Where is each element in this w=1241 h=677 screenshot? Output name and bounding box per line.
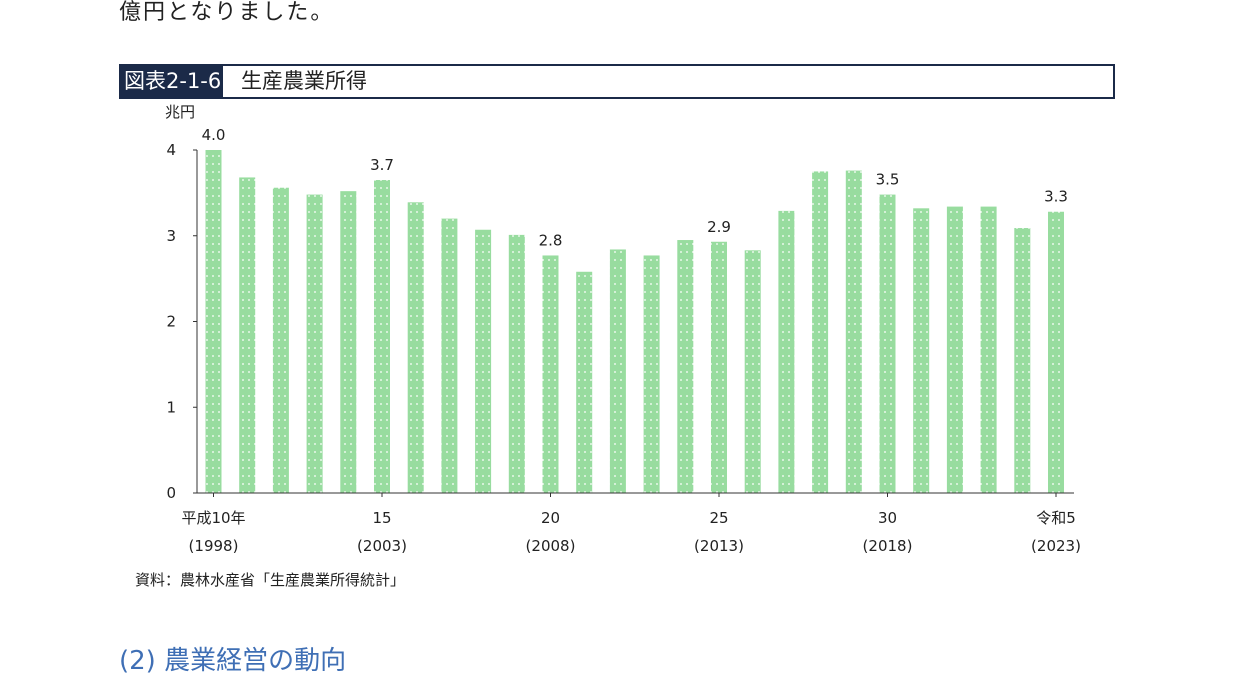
data-label-2003: 3.7 <box>370 156 394 174</box>
bar-2014 <box>744 250 761 493</box>
bar-2020 <box>946 206 963 493</box>
intro-text: 億円となりました。 <box>119 0 335 25</box>
x-tick-year-label: (2008) <box>526 537 576 555</box>
x-tick-era-label: 平成10年 <box>181 509 245 527</box>
bar-chart: 兆円 0 1 2 3 4 4.0 3.7 2.8 2.9 3.5 3.3 平成10年 (1998) 1… <box>165 103 1081 555</box>
bar-2002 <box>340 191 357 493</box>
y-axis-unit-label: 兆円 <box>165 103 195 121</box>
x-tick-year-label: (2018) <box>863 537 913 555</box>
data-label-2018: 3.5 <box>876 171 900 189</box>
x-tick-year-label: (2013) <box>694 537 744 555</box>
y-tick-label: 0 <box>166 484 176 502</box>
figure-label: 図表2-1-6 <box>121 66 224 97</box>
data-label-1998: 4.0 <box>202 126 226 144</box>
bar-2010 <box>609 249 626 493</box>
bar-2011 <box>643 255 660 493</box>
x-tick-year-label: (1998) <box>189 537 239 555</box>
x-tick-era-label: 30 <box>878 509 897 527</box>
bar-2016 <box>812 171 829 493</box>
y-tick-label: 3 <box>166 227 176 245</box>
bar-2005 <box>441 218 458 493</box>
bar-2007 <box>508 234 525 493</box>
bar-2017 <box>845 170 862 493</box>
y-tick-label: 4 <box>166 141 176 159</box>
x-tick-year-label: (2023) <box>1031 537 1081 555</box>
x-tick-era-label: 20 <box>541 509 560 527</box>
figure-header: 図表2-1-6 生産農業所得 <box>119 64 1115 99</box>
data-label-2008: 2.8 <box>539 231 563 249</box>
x-tick-era-label: 25 <box>709 509 728 527</box>
bar-2004 <box>407 202 424 493</box>
bar-2018 <box>879 194 896 493</box>
bar-2000 <box>272 187 289 494</box>
x-tick-era-label: 15 <box>372 509 391 527</box>
data-label-2013: 2.9 <box>707 218 731 236</box>
bar-2019 <box>913 208 930 493</box>
bar-2022 <box>1014 228 1031 493</box>
x-tick-era-label: 令和5 <box>1036 509 1076 527</box>
bar-2001 <box>306 194 323 493</box>
bar-2009 <box>576 271 593 493</box>
bar-1999 <box>239 177 256 493</box>
bar-2003 <box>374 180 390 493</box>
bar-2013 <box>711 241 727 493</box>
bar-2006 <box>475 229 492 493</box>
figure-title: 生産農業所得 <box>241 69 367 93</box>
bar-2023 <box>1048 211 1064 494</box>
bar-2012 <box>677 240 694 493</box>
x-tick-year-label: (2003) <box>357 537 407 555</box>
source-note: 資料：農林水産省「生産農業所得統計」 <box>135 571 406 589</box>
data-label-2023: 3.3 <box>1044 188 1068 206</box>
bar-2008 <box>542 255 559 493</box>
y-tick-label: 1 <box>166 398 176 416</box>
bar-2021 <box>980 206 997 493</box>
section-heading[interactable]: (2) 農業経営の動向 <box>119 646 347 676</box>
bar-1998 <box>205 150 222 493</box>
bar-2015 <box>778 210 795 493</box>
y-tick-label: 2 <box>166 313 176 331</box>
